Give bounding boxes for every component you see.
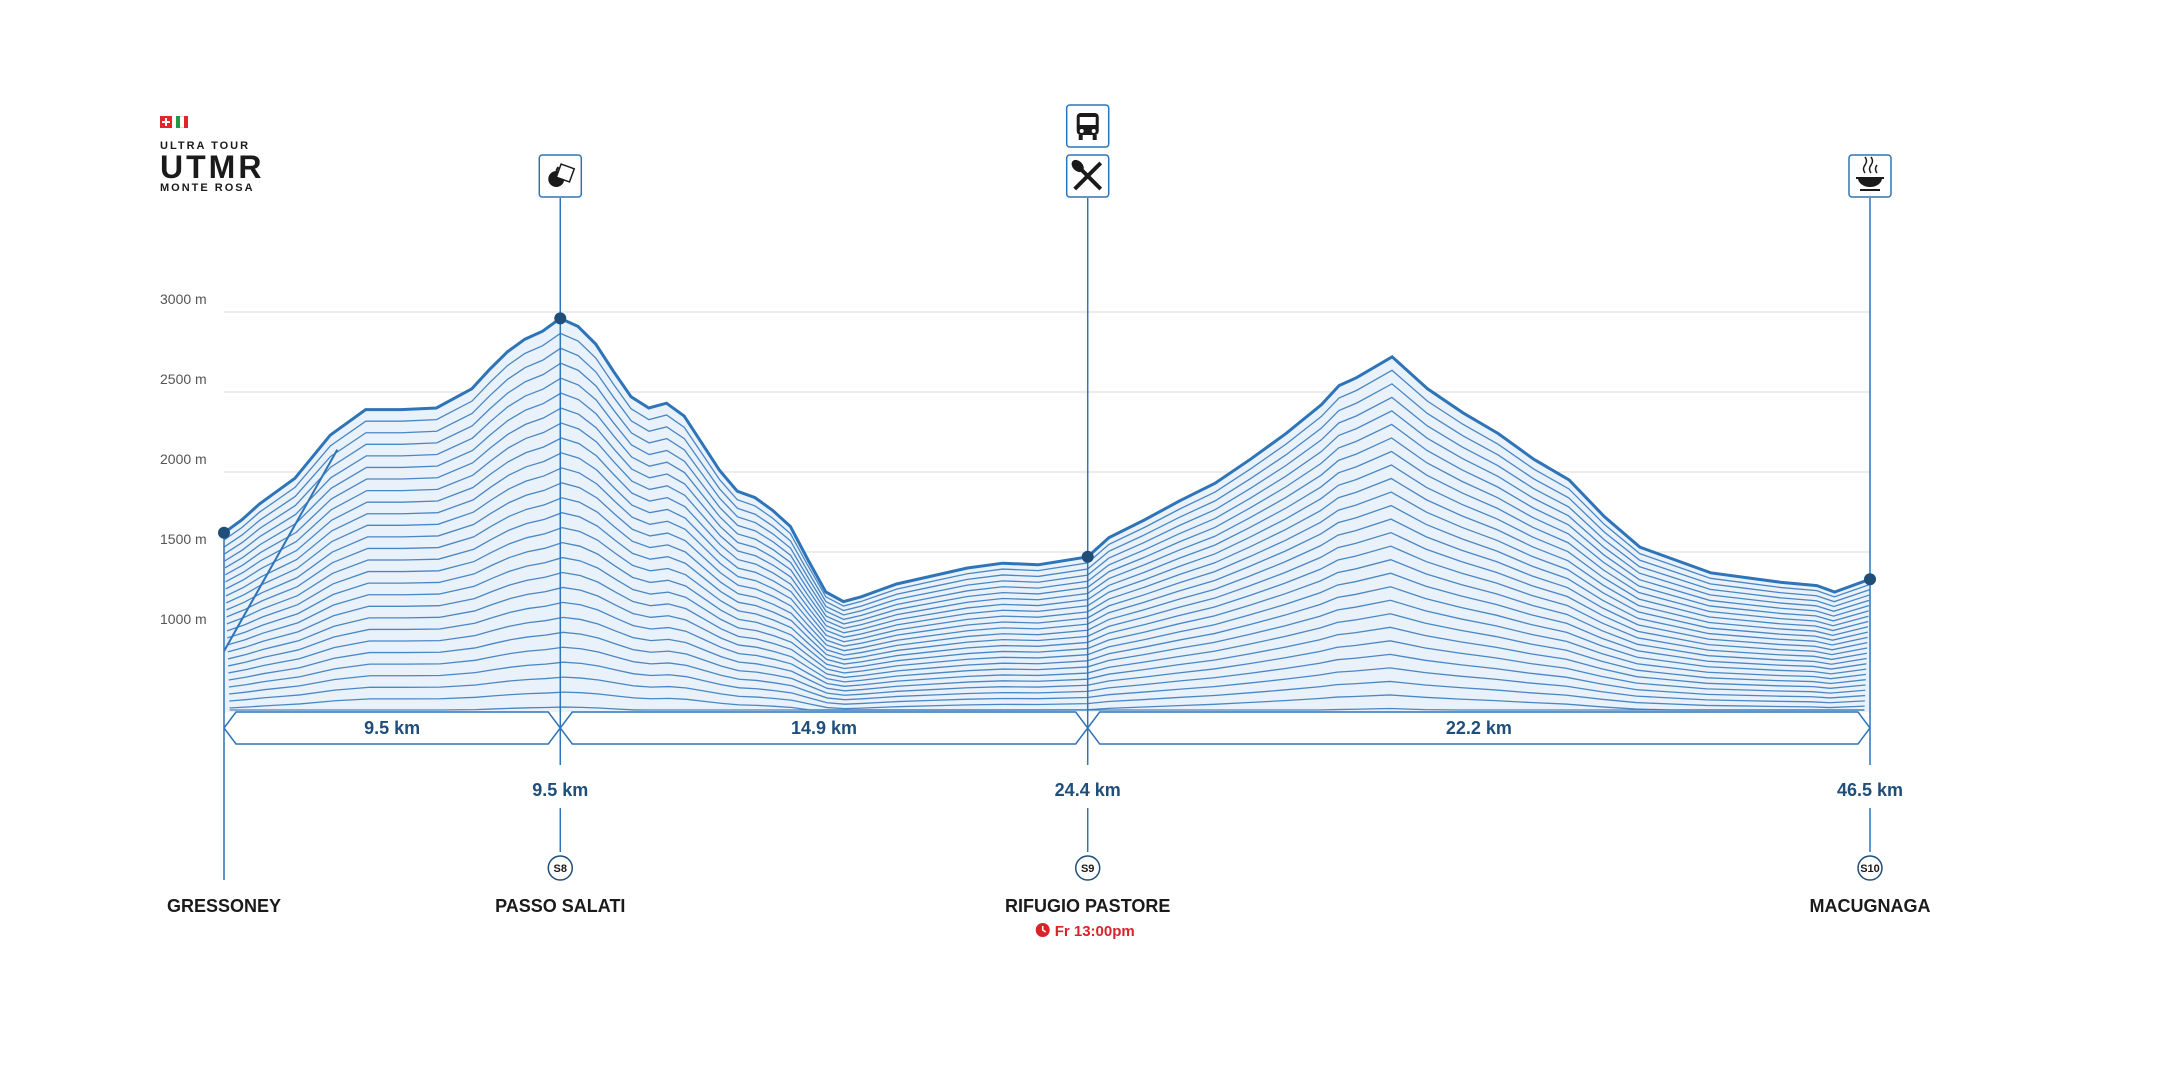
flags [160, 116, 264, 128]
contour-line [224, 347, 1870, 612]
y-tick-label: 3000 m [160, 291, 207, 307]
cracker [555, 163, 576, 183]
bus-wheel [1092, 135, 1097, 140]
station-km-label: 46.5 km [1837, 780, 1903, 800]
station-code-badge [1074, 855, 1101, 881]
station-km-label: 9.5 km [532, 780, 588, 800]
contour-line [224, 362, 1870, 616]
logo-main-text: UTMR [160, 149, 265, 185]
steam [1862, 156, 1878, 174]
station-point [1081, 550, 1094, 563]
contour-line [226, 482, 1868, 652]
segment-distance-label: 22.2 km [1446, 718, 1512, 738]
apple-stem [555, 166, 560, 172]
contour-line [228, 616, 1866, 692]
station-code-label: S10 [1860, 863, 1880, 875]
contour-line [228, 601, 1866, 687]
contour-line [225, 437, 1869, 638]
station-name: RIFUGIO PASTORE [1005, 896, 1170, 916]
contour-line [225, 452, 1869, 643]
hot-meal-icon [1856, 156, 1884, 191]
italy-flag-icon [176, 116, 188, 128]
station-name: MACUGNAGA [1810, 896, 1931, 916]
bus-window [1079, 117, 1096, 125]
bus-light [1091, 129, 1096, 133]
y-tick-label: 2500 m [160, 371, 207, 387]
contour-line [226, 512, 1868, 661]
contour-line [229, 661, 1865, 705]
start-ridge [223, 449, 339, 652]
y-tick-label: 2000 m [160, 451, 207, 467]
station-point [554, 312, 567, 325]
station-point [1864, 573, 1876, 586]
station-code-label: S8 [554, 863, 567, 875]
contour-line [227, 586, 1867, 683]
contour-line [229, 676, 1865, 710]
contour-line [229, 706, 1865, 711]
y-tick-label: 1000 m [160, 611, 207, 627]
bus-wheel [1078, 135, 1083, 140]
bus-light [1079, 129, 1084, 133]
logo-top-text: ULTRA TOUR [160, 140, 251, 152]
station-name: GRESSONEY [167, 896, 281, 916]
station-km-label: 24.4 km [1055, 780, 1121, 800]
contour-line [228, 646, 1866, 701]
utmr-logo: ULTRA TOUR UTMR MONTE ROSA [160, 116, 264, 194]
cutoff-label: Fr 13:00pm [1055, 923, 1135, 940]
cutoff-time: Fr 13:00pm [1035, 923, 1135, 940]
segment-distance-label: 9.5 km [364, 718, 420, 738]
contour-line [226, 497, 1868, 656]
contour-line [225, 422, 1869, 634]
segment-distance-label: 14.9 km [791, 718, 857, 738]
contour-line [227, 541, 1867, 670]
bus-icon [1076, 113, 1099, 140]
station-code-badge [547, 855, 574, 881]
snack-icon [548, 163, 576, 187]
contour-line [227, 571, 1867, 679]
clock-hands [1041, 926, 1047, 933]
contour-line [228, 631, 1866, 696]
contour-line [225, 407, 1869, 630]
spoon-head [1071, 159, 1084, 173]
contour-line [226, 526, 1868, 665]
contour-line [225, 467, 1868, 647]
station-name: PASSO SALATI [495, 896, 625, 916]
fork [1073, 161, 1103, 191]
contour-line [223, 332, 1870, 607]
logo-bottom-text: MONTE ROSA [160, 182, 255, 194]
contour-line [224, 392, 1870, 625]
switzerland-flag-icon [160, 116, 172, 128]
station-point [218, 526, 230, 539]
fork-knife-icon [1071, 159, 1103, 191]
hot-meal-icon-box [1848, 154, 1892, 198]
contour-line [227, 556, 1867, 674]
elevation-line [223, 316, 1871, 604]
contour-line [224, 377, 1870, 621]
y-tick-label: 1500 m [160, 531, 207, 547]
station-code-badge [1857, 855, 1883, 881]
station-code-label: S9 [1081, 863, 1094, 875]
bowl [1858, 178, 1882, 187]
